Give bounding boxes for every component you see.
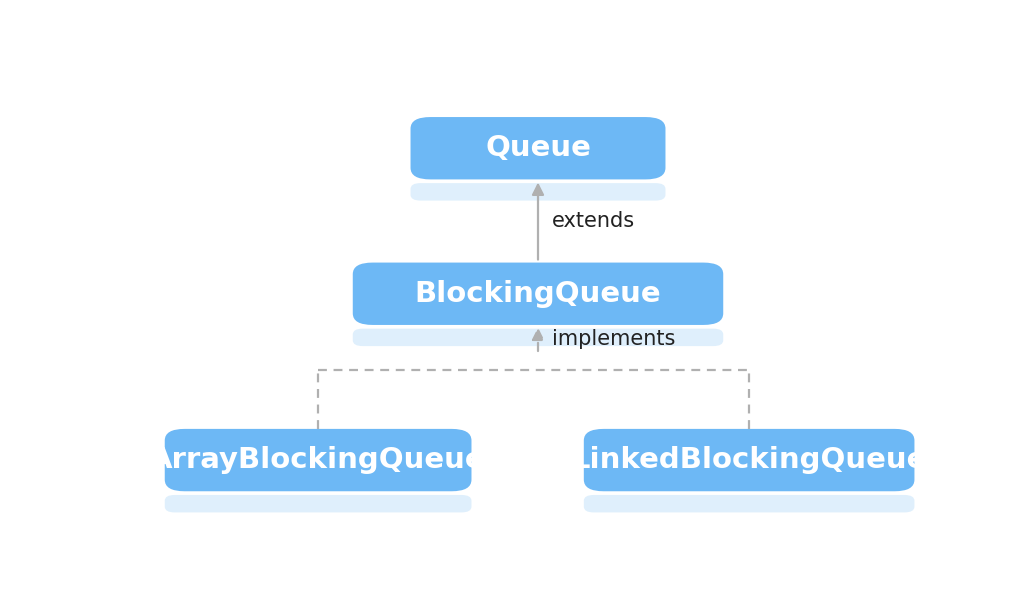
FancyBboxPatch shape — [164, 495, 472, 512]
Text: ArrayBlockingQueue: ArrayBlockingQueue — [150, 446, 486, 474]
FancyBboxPatch shape — [164, 429, 472, 491]
Text: extends: extends — [552, 211, 635, 231]
FancyBboxPatch shape — [584, 429, 915, 491]
Text: LinkedBlockingQueue: LinkedBlockingQueue — [572, 446, 927, 474]
FancyBboxPatch shape — [353, 263, 724, 325]
FancyBboxPatch shape — [353, 329, 724, 346]
Text: implements: implements — [552, 329, 675, 349]
FancyBboxPatch shape — [410, 117, 665, 179]
Text: Queue: Queue — [485, 134, 591, 162]
FancyBboxPatch shape — [584, 495, 915, 512]
FancyBboxPatch shape — [410, 183, 665, 200]
Text: BlockingQueue: BlockingQueue — [414, 280, 661, 308]
